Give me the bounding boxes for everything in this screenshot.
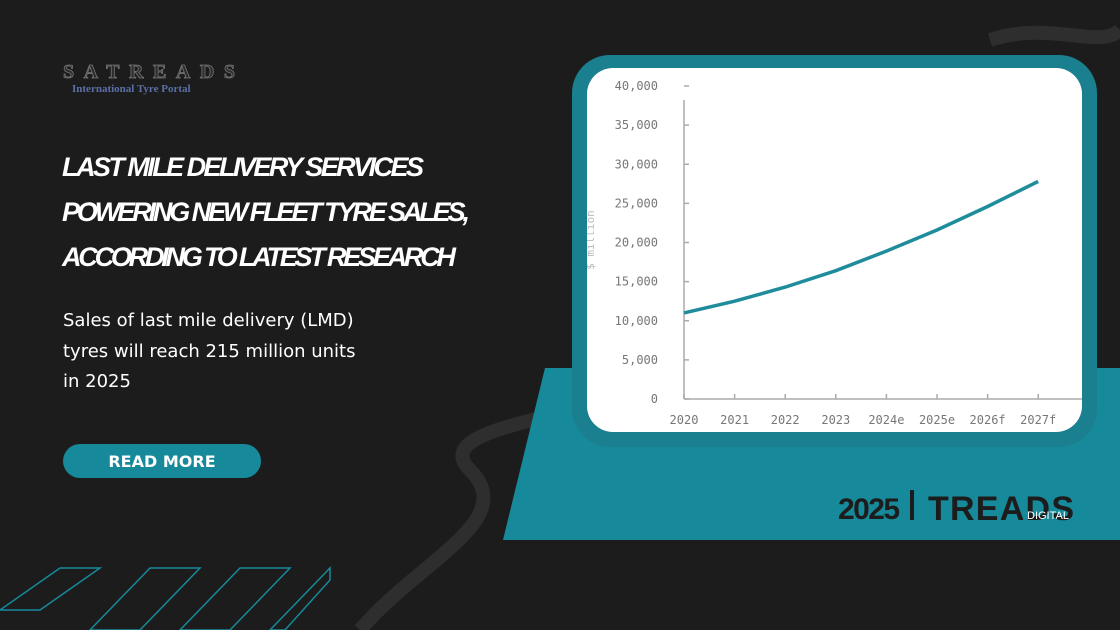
x-tick-label: 2025e	[919, 413, 955, 427]
button-label[interactable]: READ MORE	[108, 452, 215, 471]
body-line: Sales of last mile delivery (LMD)	[63, 310, 354, 331]
x-tick-label: 2027f	[1020, 413, 1056, 427]
read-more-button[interactable]: READ MORE	[63, 444, 261, 478]
stripe	[178, 567, 292, 630]
stripe	[268, 566, 331, 630]
y-tick-label: 20,000	[615, 236, 658, 250]
y-tick-label: 40,000	[615, 79, 658, 93]
x-tick-label: 2022	[771, 413, 800, 427]
y-tick-label: 35,000	[615, 118, 658, 132]
card	[587, 68, 1082, 432]
headline-line: ACCORDING TO LATEST RESEARCH	[61, 242, 457, 272]
brand-suffix: DIGITAL	[1027, 510, 1069, 522]
brand-name: TREADS	[928, 490, 1074, 528]
x-tick-label: 2024e	[868, 413, 904, 427]
headline-line: POWERING NEW FLEET TYRE SALES,	[62, 197, 470, 227]
decor-stripes	[0, 566, 331, 630]
chart: $ million 0 5,000 10,000 15,000 20,000 25,000…	[584, 79, 1082, 427]
y-tick-label: 15,000	[615, 275, 658, 289]
brand-year: 2025	[838, 493, 900, 526]
body-line: in 2025	[63, 371, 131, 392]
y-tick-label: 30,000	[615, 157, 658, 171]
track	[987, 24, 1120, 47]
stripe	[0, 567, 103, 611]
body-line: tyres will reach 215 million units	[63, 341, 355, 362]
y-tick-label: 5,000	[622, 353, 658, 367]
x-tick-label: 2023	[821, 413, 850, 427]
logo-tagline: International Tyre Portal	[72, 83, 191, 95]
x-tick-label: 2020	[670, 413, 699, 427]
line-series	[683, 179, 1039, 315]
x-tick-label: 2021	[720, 413, 749, 427]
x-tick-label: 2026f	[970, 413, 1006, 427]
button-bg[interactable]	[63, 444, 261, 478]
headline-line: LAST MILE DELIVERY SERVICES	[62, 152, 424, 182]
brand-divider	[910, 490, 914, 520]
y-tick-label: 10,000	[615, 314, 658, 328]
stripe	[88, 567, 202, 630]
y-tick-label: 25,000	[615, 196, 658, 210]
y-tick-label: 0	[651, 392, 658, 406]
y-axis-label: $ million	[584, 210, 597, 270]
